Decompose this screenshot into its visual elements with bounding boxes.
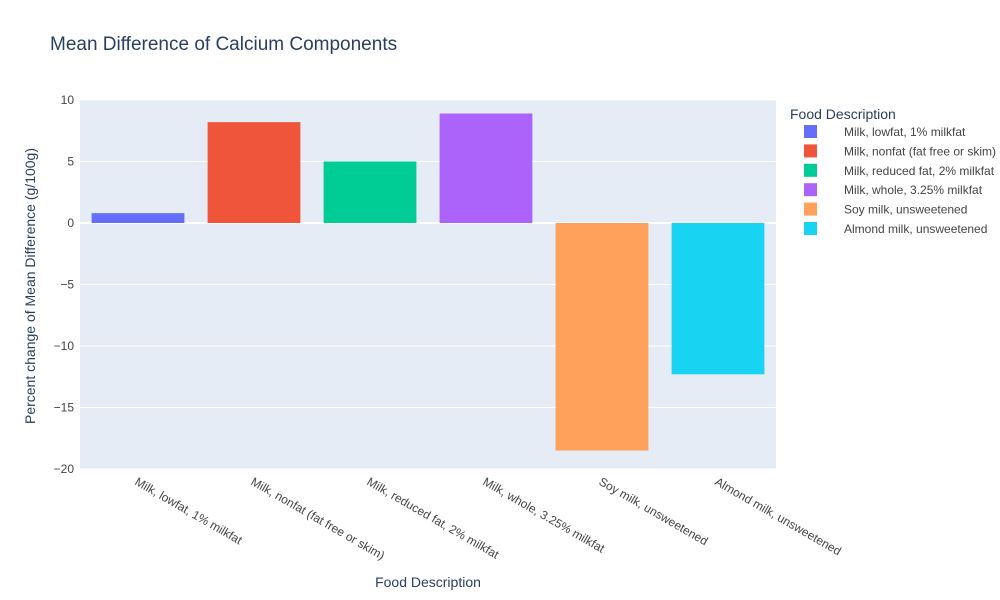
legend-label: Milk, lowfat, 1% milkfat [844,125,966,139]
legend-swatch [804,144,817,158]
y-tick-label: −20 [54,462,75,476]
x-axis-title: Food Description [375,574,481,590]
legend-swatch [804,125,817,138]
chart-title: Mean Difference of Calcium Components [50,34,397,55]
y-tick-label: 10 [61,93,75,107]
legend-swatch [804,222,817,235]
bar[interactable] [555,223,649,451]
bar[interactable] [439,113,533,223]
legend-item[interactable]: Soy milk, unsweetened [804,202,967,217]
y-axis-title: Percent change of Mean Difference (g/100… [22,148,38,424]
legend-item[interactable]: Almond milk, unsweetened [804,222,987,236]
y-tick-label: −10 [54,339,75,353]
bar[interactable] [671,223,765,375]
legend-item[interactable]: Milk, whole, 3.25% milkfat [804,183,983,197]
bar[interactable] [91,213,185,223]
legend-label: Soy milk, unsweetened [844,203,967,217]
legend-swatch [804,183,817,197]
legend-label: Milk, whole, 3.25% milkfat [844,183,983,197]
legend-label: Milk, reduced fat, 2% milkfat [844,164,995,178]
y-tick-label: −15 [54,401,75,415]
legend-title: Food Description [790,106,896,122]
y-tick-label: 0 [67,216,74,230]
legend-item[interactable]: Milk, lowfat, 1% milkfat [804,125,966,139]
legend-label: Almond milk, unsweetened [844,222,987,236]
legend-swatch [804,202,817,216]
legend-item[interactable]: Milk, nonfat (fat free or skim) [804,144,996,158]
legend-item[interactable]: Milk, reduced fat, 2% milkfat [804,163,995,178]
y-tick-label: 5 [67,155,74,169]
legend[interactable]: Food Description Milk, lowfat, 1% milkfa… [790,106,996,236]
bar[interactable] [323,161,417,224]
y-tick-label: −5 [60,278,74,292]
legend-label: Milk, nonfat (fat free or skim) [844,144,996,158]
legend-swatch [804,163,817,177]
bar[interactable] [207,122,301,223]
